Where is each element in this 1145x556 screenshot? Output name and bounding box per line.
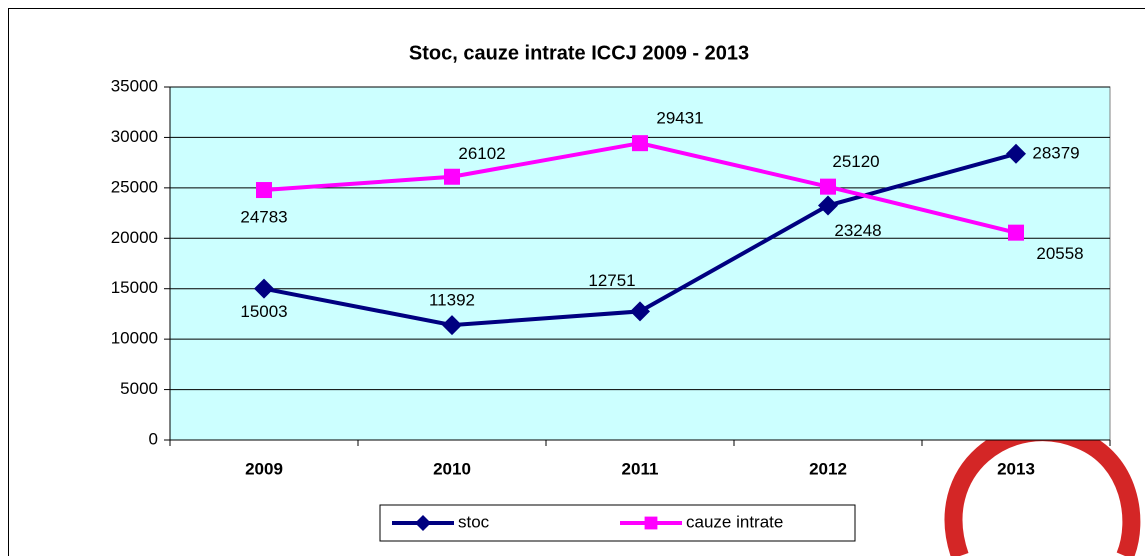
data-label: 25120 (832, 152, 879, 171)
y-tick-label: 25000 (111, 177, 158, 196)
chart-title: Stoc, cauze intrate ICCJ 2009 - 2013 (409, 42, 749, 64)
data-label: 11392 (429, 291, 475, 310)
point (820, 178, 836, 195)
x-tick-label: 2009 (245, 459, 283, 478)
x-tick-label: 2013 (997, 459, 1035, 478)
point (632, 135, 648, 152)
y-tick-label: 10000 (111, 329, 158, 348)
y-tick-label: 5000 (120, 379, 158, 398)
point (256, 182, 272, 199)
y-tick-label: 15000 (111, 278, 158, 297)
y-tick-label: 20000 (111, 228, 158, 247)
point (254, 278, 274, 299)
y-tick-label: 0 (149, 429, 158, 448)
legend-label: cauze intrate (686, 512, 783, 531)
data-label: 26102 (458, 144, 505, 163)
legend-label: stoc (458, 512, 490, 531)
x-tick-label: 2011 (622, 459, 659, 478)
point (818, 195, 838, 216)
point (630, 301, 650, 322)
point (415, 515, 431, 531)
data-label: 28379 (1032, 143, 1079, 162)
point (644, 516, 658, 530)
point (1006, 143, 1026, 164)
data-label: 24783 (240, 208, 287, 227)
data-label: 12751 (588, 271, 635, 290)
x-tick-label: 2010 (433, 459, 471, 478)
y-tick-label: 30000 (111, 127, 158, 146)
x-tick-label: 2012 (809, 459, 847, 478)
data-label: 23248 (834, 221, 881, 240)
data-label: 29431 (656, 109, 703, 128)
point (444, 168, 460, 185)
point (1008, 224, 1024, 241)
point (442, 315, 462, 336)
data-label: 15003 (240, 302, 287, 321)
legend (379, 504, 856, 542)
y-tick-label: 35000 (111, 76, 158, 95)
data-label: 20558 (1036, 244, 1083, 263)
